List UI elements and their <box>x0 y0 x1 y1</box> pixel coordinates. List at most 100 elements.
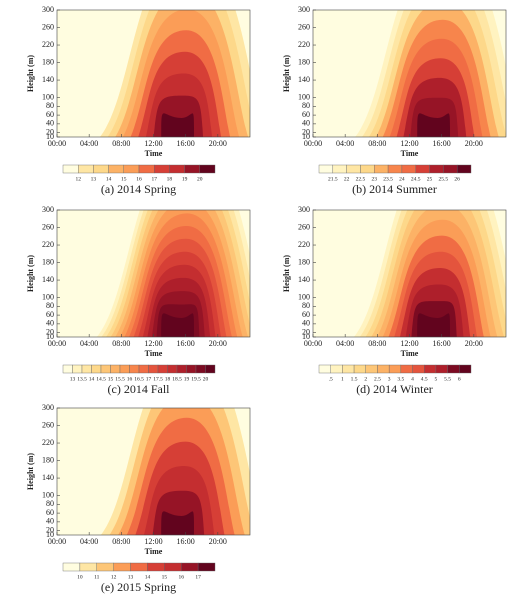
x-tick-label: 20:00 <box>209 537 227 546</box>
colorbar-swatch <box>360 164 375 174</box>
colorbar-label: 1 <box>341 376 344 382</box>
y-tick-label: 100 <box>298 92 310 101</box>
y-axis-label: Height (m) <box>282 255 291 292</box>
caption: (c) 2014 Fall <box>108 382 171 396</box>
colorbar-label: 2 <box>364 376 367 382</box>
colorbar-swatch <box>108 164 124 174</box>
y-tick-label: 180 <box>42 257 54 266</box>
colorbar-swatch <box>113 562 131 572</box>
colorbar-label: 12 <box>75 176 81 182</box>
colorbar-swatch <box>456 164 472 174</box>
colorbar-swatch <box>447 364 460 374</box>
colorbar-swatch <box>186 364 197 374</box>
colorbar-label: 15 <box>121 176 127 182</box>
colorbar-swatch <box>199 164 216 174</box>
colorbar-label: 17 <box>195 574 201 580</box>
colorbar-label: 15 <box>108 376 114 382</box>
colorbar-swatch <box>167 364 178 374</box>
x-tick-label: 16:00 <box>177 139 195 148</box>
y-tick-label: 140 <box>298 275 310 284</box>
y-tick-label: 260 <box>42 222 54 231</box>
colorbar-label: 20 <box>203 376 209 382</box>
colorbar-label: 26 <box>454 176 460 182</box>
colorbar-label: 13 <box>128 574 134 580</box>
x-tick-label: 08:00 <box>368 139 386 148</box>
x-tick-label: 12:00 <box>400 339 418 348</box>
colorbar-label: 13 <box>91 176 97 182</box>
y-tick-label: 10 <box>302 132 310 141</box>
contour-field <box>313 10 506 137</box>
colorbar-label: 4.5 <box>421 376 428 382</box>
colorbar-label: 16 <box>178 574 184 580</box>
colorbar-label: 18 <box>167 176 173 182</box>
y-tick-label: 220 <box>298 40 310 49</box>
y-tick-label: 220 <box>42 40 54 49</box>
x-axis-label: Time <box>145 149 163 158</box>
y-tick-label: 60 <box>46 110 54 119</box>
colorbar-label: 25.5 <box>439 176 449 182</box>
colorbar-swatch <box>332 164 347 174</box>
colorbar-swatch <box>184 164 201 174</box>
colorbar-label: 13 <box>70 376 76 382</box>
x-tick-label: 08:00 <box>112 537 130 546</box>
colorbar-label: 5.5 <box>444 376 451 382</box>
colorbar-label: 14.5 <box>96 376 106 382</box>
y-tick-label: 80 <box>302 101 310 110</box>
colorbar-swatch <box>365 364 378 374</box>
colorbar-swatch <box>377 364 390 374</box>
y-tick-label: 180 <box>42 57 54 66</box>
y-tick-label: 220 <box>298 240 310 249</box>
colorbar-label: 14 <box>106 176 112 182</box>
y-tick-label: 140 <box>42 473 54 482</box>
x-axis-label: Time <box>401 149 419 158</box>
y-tick-label: 40 <box>302 319 310 328</box>
colorbar-swatch <box>62 364 73 374</box>
y-tick-label: 80 <box>46 499 54 508</box>
y-tick-label: 100 <box>298 292 310 301</box>
colorbar-swatch <box>353 364 366 374</box>
colorbar-swatch <box>100 364 111 374</box>
y-tick-label: 220 <box>42 240 54 249</box>
colorbar-label: 17 <box>146 376 152 382</box>
colorbar-label: 13.5 <box>77 376 87 382</box>
x-tick-label: 00:00 <box>48 339 66 348</box>
colorbar-swatch <box>429 164 444 174</box>
colorbar-swatch <box>401 164 416 174</box>
contour-field <box>57 408 250 535</box>
colorbar-swatch <box>181 562 199 572</box>
y-tick-label: 180 <box>42 455 54 464</box>
y-axis-label: Height (m) <box>26 55 35 92</box>
colorbar-swatch <box>459 364 472 374</box>
y-tick-label: 300 <box>42 5 54 14</box>
y-tick-label: 80 <box>302 301 310 310</box>
colorbar-swatch <box>62 164 79 174</box>
colorbar-swatch <box>346 164 361 174</box>
y-tick-label: 40 <box>46 319 54 328</box>
colorbar-swatch <box>195 364 206 374</box>
colorbar-swatch <box>96 562 114 572</box>
contour-field <box>313 210 506 337</box>
x-tick-label: 16:00 <box>433 339 451 348</box>
colorbar-label: 14 <box>145 574 151 580</box>
colorbar-swatch <box>148 364 159 374</box>
colorbar-swatch <box>387 164 403 174</box>
x-tick-label: 16:00 <box>177 339 195 348</box>
colorbar-swatch <box>119 364 130 374</box>
colorbar-swatch <box>164 562 182 572</box>
colorbar-label: 3.5 <box>397 376 404 382</box>
y-tick-label: 260 <box>42 22 54 31</box>
y-tick-label: 40 <box>46 517 54 526</box>
y-tick-label: 140 <box>42 275 54 284</box>
contour-level <box>417 313 451 337</box>
colorbar-swatch <box>93 164 109 174</box>
y-tick-label: 20 <box>46 127 54 136</box>
caption: (d) 2014 Winter <box>356 382 433 396</box>
caption: (b) 2014 Summer <box>352 182 437 196</box>
y-tick-label: 140 <box>42 75 54 84</box>
y-tick-label: 180 <box>298 257 310 266</box>
y-tick-label: 100 <box>42 92 54 101</box>
contour-level <box>161 313 195 337</box>
colorbar-label: 24 <box>399 176 405 182</box>
y-tick-label: 20 <box>46 327 54 336</box>
